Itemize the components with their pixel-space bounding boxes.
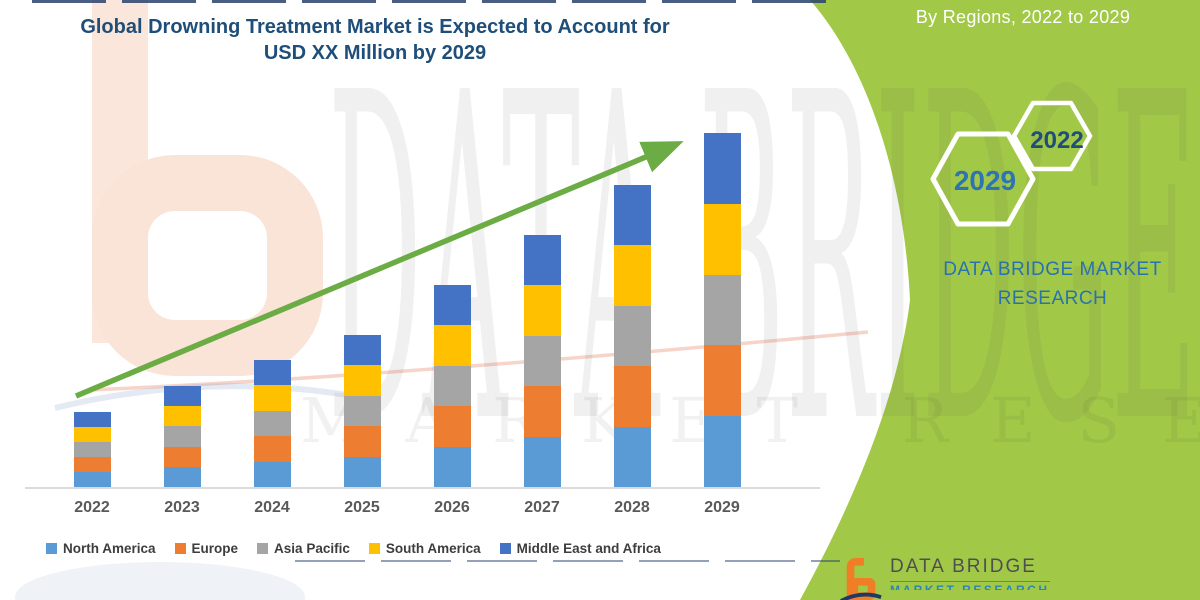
bar-segment-2028-south-america [613,245,651,306]
legend-swatch [257,543,269,554]
bar-segment-2028-asia-pacific [613,305,651,367]
legend-swatch [499,543,511,554]
side-panel-brand: DATA BRIDGE MARKET RESEARCH [905,255,1200,313]
x-axis-label-2023: 2023 [164,499,200,516]
side-panel-heading: By Regions, 2022 to 2029 [915,7,1131,27]
legend-item-asia-pacific: Asia Pacific [257,541,350,556]
bar-segment-2025-north-america [343,456,381,487]
bar-segment-2026-north-america [433,446,471,487]
legend-label: Asia Pacific [274,541,350,556]
bar-segment-2025-south-america [343,365,381,396]
x-axis-label-2028: 2028 [614,499,650,516]
bar-segment-2022-asia-pacific [73,442,111,457]
top-dashed-strip [32,0,838,3]
bar-segment-2029-middle-east-and-africa [703,133,741,204]
bar-segment-2029-europe [703,345,741,417]
side-panel-brand-line1: DATA BRIDGE MARKET [943,259,1162,280]
bar-segment-2029-asia-pacific [703,274,741,346]
bar-segment-2025-europe [343,426,381,457]
chart-title-line2: USD XX Million by 2029 [263,42,487,64]
side-panel-brand-line2: RESEARCH [997,288,1108,309]
x-axis-label-2029: 2029 [704,499,740,516]
legend-swatch [368,543,380,554]
bar-segment-2027-south-america [523,285,561,336]
legend-label: North America [63,541,156,556]
bar-segment-2027-europe [523,386,561,437]
bar-segment-2025-asia-pacific [343,395,381,427]
x-axis-label-2027: 2027 [524,499,560,516]
bar-segment-2028-middle-east-and-africa [613,185,651,246]
bar-segment-2024-middle-east-and-africa [253,360,291,386]
legend-item-north-america: North America [46,541,156,556]
bar-2029 [703,133,741,487]
bar-segment-2023-asia-pacific [163,426,201,447]
bar-segment-2029-north-america [703,416,741,487]
footer-brand-sub: MARKET RESEARCH [890,583,1050,590]
x-axis-label-2026: 2026 [434,499,470,516]
bar-segment-2023-europe [163,446,201,467]
bar-2026 [433,285,471,487]
legend-swatch [46,543,57,554]
bar-segment-2024-south-america [253,385,291,411]
bar-segment-2025-middle-east-and-africa [343,335,381,366]
bar-segment-2028-europe [613,366,651,427]
bar-segment-2023-south-america [163,406,201,427]
x-axis-label-2024: 2024 [254,499,290,516]
bar-segment-2024-asia-pacific [253,410,291,437]
bar-segment-2028-north-america [613,426,651,487]
bar-segment-2027-asia-pacific [523,335,561,387]
footer-logo-text: DATA BRIDGE MARKET RESEARCH [890,556,1050,600]
chart-title: Global Drowning Treatment Market is Expe… [30,14,720,66]
bar-2028 [613,185,651,487]
legend-label: South America [385,541,481,556]
bar-segment-2023-middle-east-and-africa [163,386,201,407]
bar-segment-2024-europe [253,436,291,462]
footer-b-logo-icon [840,558,882,600]
x-axis-label-2025: 2025 [344,499,380,516]
bar-segment-2022-europe [73,457,111,472]
bar-segment-2022-north-america [73,472,111,487]
legend-item-europe: Europe [174,541,239,556]
bar-segment-2023-north-america [163,466,201,487]
legend-item-middle-east-and-africa: Middle East and Africa [499,541,661,556]
footer-brand-name: DATA BRIDGE [890,556,1050,582]
bar-segment-2026-south-america [433,325,471,366]
bottom-dashed-strip [295,560,840,562]
bar-segment-2026-asia-pacific [433,365,471,407]
bar-segment-2027-north-america [523,436,561,487]
bar-segment-2029-south-america [703,203,741,275]
legend-label: Middle East and Africa [516,541,661,556]
bar-2024 [253,360,291,487]
bar-2027 [523,235,561,487]
chart-legend: North America Europe Asia Pacific South Ame… [46,541,661,556]
x-axis-label-2022: 2022 [74,499,110,516]
x-axis-line [25,487,820,489]
bar-segment-2024-north-america [253,461,291,487]
legend-label: Europe [191,541,239,556]
footer-logo: DATA BRIDGE MARKET RESEARCH [840,556,1050,600]
bar-segment-2026-europe [433,406,471,447]
bar-segment-2026-middle-east-and-africa [433,285,471,326]
legend-item-south-america: South America [368,541,481,556]
legend-swatch [174,543,186,554]
bar-2025 [343,335,381,487]
bar-segment-2027-middle-east-and-africa [523,235,561,286]
bar-segment-2022-south-america [73,427,111,442]
chart-title-line1: Global Drowning Treatment Market is Expe… [80,16,670,38]
bar-2022 [73,412,111,487]
bar-2023 [163,386,201,487]
bar-segment-2022-middle-east-and-africa [73,412,111,427]
